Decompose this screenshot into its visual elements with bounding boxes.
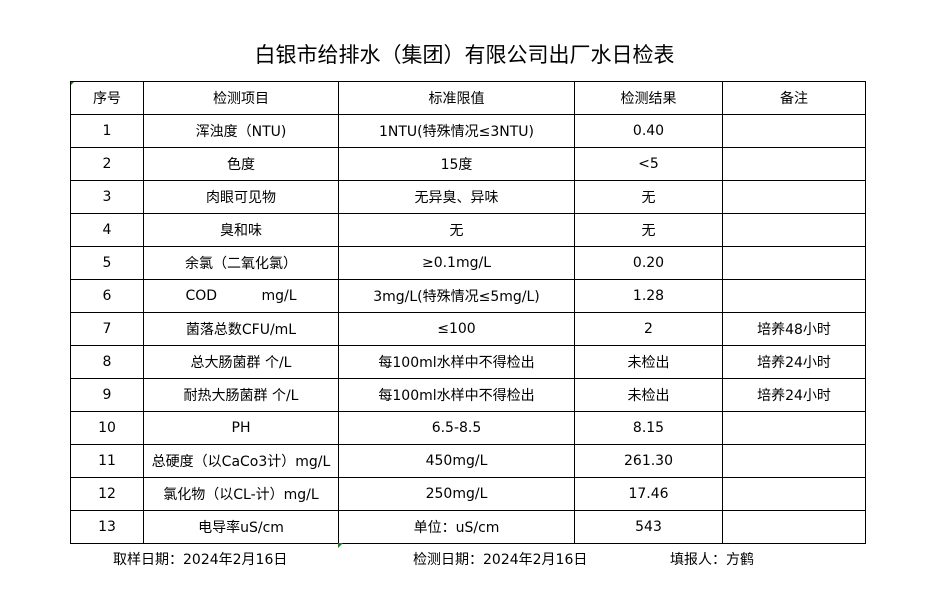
result-cell: 无 [574, 180, 723, 214]
limit-cell: ≤100 [338, 312, 575, 346]
result-cell: 0.40 [574, 114, 723, 148]
item-cell: 电导率uS/cm [143, 510, 339, 544]
note-cell [722, 213, 866, 247]
item-cell: 耐热大肠菌群 个/L [143, 378, 339, 412]
note-cell [722, 279, 866, 313]
table-row: 1 浑浊度（NTU) 1NTU(特殊情况≤3NTU) 0.40 [70, 114, 866, 148]
note-cell [722, 180, 866, 214]
note-cell [722, 411, 866, 445]
sample-date: 取样日期：2024年2月16日 [113, 552, 288, 568]
table-row: 10 PH 6.5-8.5 8.15 [70, 411, 866, 445]
index-cell: 4 [70, 213, 144, 247]
index-cell: 9 [70, 378, 144, 412]
table-row: 9 耐热大肠菌群 个/L 每100ml水样中不得检出 未检出 培养24小时 [70, 378, 866, 412]
result-cell: 1.28 [574, 279, 723, 313]
limit-cell: 无异臭、异味 [338, 180, 575, 214]
item-cell: 氯化物（以CL-计）mg/L [143, 477, 339, 511]
table-row: 11 总硬度（以CaCo3计）mg/L 450mg/L 261.30 [70, 444, 866, 478]
note-cell [722, 246, 866, 280]
index-cell: 7 [70, 312, 144, 346]
header-cell: 检测项目 [143, 81, 339, 115]
limit-cell: 450mg/L [338, 444, 575, 478]
item-cell: COD mg/L [143, 279, 339, 313]
table-row: 6 COD mg/L 3mg/L(特殊情况≤5mg/L) 1.28 [70, 279, 866, 313]
note-cell: 培养24小时 [722, 345, 866, 379]
result-cell: 未检出 [574, 345, 723, 379]
reporter: 填报人：方鹤 [670, 552, 754, 568]
note-cell [722, 114, 866, 148]
index-cell: 1 [70, 114, 144, 148]
limit-cell: 每100ml水样中不得检出 [338, 345, 575, 379]
header-cell: 检测结果 [574, 81, 723, 115]
result-cell: 未检出 [574, 378, 723, 412]
item-cell: 浑浊度（NTU) [143, 114, 339, 148]
result-cell: 8.15 [574, 411, 723, 445]
index-cell: 10 [70, 411, 144, 445]
item-cell: 余氯（二氧化氯） [143, 246, 339, 280]
table-row: 5 余氯（二氧化氯） ≥0.1mg/L 0.20 [70, 246, 866, 280]
index-cell: 5 [70, 246, 144, 280]
result-cell: 无 [574, 213, 723, 247]
result-cell: 543 [574, 510, 723, 544]
item-cell: 总大肠菌群 个/L [143, 345, 339, 379]
limit-cell: 1NTU(特殊情况≤3NTU) [338, 114, 575, 148]
table-row: 4 臭和味无无 [70, 213, 866, 247]
index-cell: 8 [70, 345, 144, 379]
table-row: 3 肉眼可见物 无异臭、异味无 [70, 180, 866, 214]
note-cell [722, 477, 866, 511]
header-cell: 标准限值 [338, 81, 575, 115]
note-cell: 培养48小时 [722, 312, 866, 346]
index-cell: 13 [70, 510, 144, 544]
item-cell: 总硬度（以CaCo3计）mg/L [143, 444, 339, 478]
item-cell: 臭和味 [143, 213, 339, 247]
limit-cell: 250mg/L [338, 477, 575, 511]
index-cell: 3 [70, 180, 144, 214]
result-cell: <5 [574, 147, 723, 181]
limit-cell: 每100ml水样中不得检出 [338, 378, 575, 412]
result-cell: 17.46 [574, 477, 723, 511]
page-title: 白银市给排水（集团）有限公司出厂水日检表 [254, 43, 675, 67]
result-cell: 261.30 [574, 444, 723, 478]
item-cell: 肉眼可见物 [143, 180, 339, 214]
table-row: 2 色度 15度 <5 [70, 147, 866, 181]
table-header-row: 序号 检测项目 标准限值 检测结果 备注 [70, 81, 866, 115]
header-cell: 序号 [70, 81, 144, 115]
result-cell: 0.20 [574, 246, 723, 280]
limit-cell: 6.5-8.5 [338, 411, 575, 445]
table-row: 13 电导率uS/cm 单位：uS/cm 543 [70, 510, 866, 544]
inspection-table: 序号 检测项目 标准限值 检测结果 备注 1 浑浊度（NTU) 1NTU(特殊情况≤… [70, 81, 866, 544]
note-cell [722, 444, 866, 478]
test-date: 检测日期：2024年2月16日 [413, 552, 588, 568]
table-row: 8 总大肠菌群 个/L 每100ml水样中不得检出 未检出 培养24小时 [70, 345, 866, 379]
index-cell: 2 [70, 147, 144, 181]
limit-cell: 3mg/L(特殊情况≤5mg/L) [338, 279, 575, 313]
index-cell: 6 [70, 279, 144, 313]
limit-cell: 单位：uS/cm [338, 510, 575, 544]
note-cell [722, 510, 866, 544]
note-cell: 培养24小时 [722, 378, 866, 412]
limit-cell: 15度 [338, 147, 575, 181]
header-cell: 备注 [722, 81, 866, 115]
result-cell: 2 [574, 312, 723, 346]
cell-marker [338, 543, 343, 548]
table-row: 7 菌落总数CFU/mL ≤100 2 培养48小时 [70, 312, 866, 346]
item-cell: 色度 [143, 147, 339, 181]
note-cell [722, 147, 866, 181]
index-cell: 11 [70, 444, 144, 478]
index-cell: 12 [70, 477, 144, 511]
item-cell: 菌落总数CFU/mL [143, 312, 339, 346]
limit-cell: ≥0.1mg/L [338, 246, 575, 280]
table-row: 12 氯化物（以CL-计）mg/L 250mg/L 17.46 [70, 477, 866, 511]
item-cell: PH [143, 411, 339, 445]
limit-cell: 无 [338, 213, 575, 247]
